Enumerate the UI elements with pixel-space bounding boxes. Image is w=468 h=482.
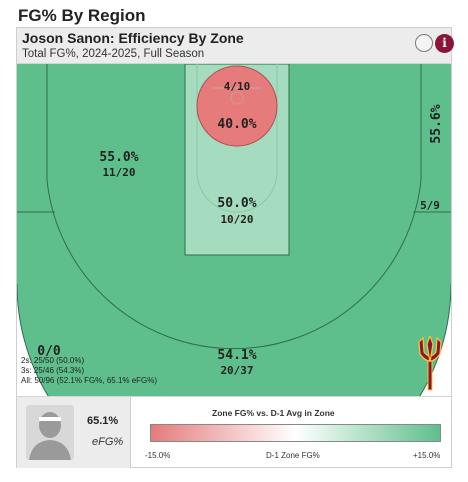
player-panel: 65.1% eFG% [17,397,131,468]
summary-threes: 3s: 25/46 (54.3%) [21,366,85,375]
player-avatar-icon [26,405,74,460]
team-pitchfork-logo-icon [418,336,442,391]
right-midrange-pct: 55.6% [429,104,444,143]
card-subtitle: Total FG%, 2024-2025, Full Season [22,48,205,60]
left-midrange-attempts: 11/20 [102,166,135,179]
card-header: Joson Sanon: Efficiency By Zone Total FG… [17,28,454,64]
legend-min-label: -15.0% [145,451,171,460]
restricted-area-pct: 40.0% [217,117,256,132]
player-efg-value: 65.1% [87,415,119,427]
player-efg-label: eFG% [92,436,124,448]
page-title: FG% By Region [18,6,146,25]
restricted-area-attempts: 4/10 [224,80,251,93]
toggle-circle-button[interactable] [415,34,433,52]
summary-twos: 2s: 25/50 (50.0%) [21,356,85,365]
summary-all: All: 50/96 (52.1% FG%, 65.1% eFG%) [21,376,158,385]
card-title: Joson Sanon: Efficiency By Zone [22,30,244,46]
free-throw-arc [196,171,278,213]
above-break-three-attempts: 20/37 [220,364,253,377]
right-midrange-attempts: 5/9 [420,199,440,212]
corner-three-attempts: 0/0 [37,344,61,359]
shooting-summary: 2s: 25/50 (50.0%) 3s: 25/46 (54.3%) All:… [21,356,157,386]
paint-attempts: 10/20 [220,213,253,226]
bottom-panel: 65.1% eFG% Zone FG% vs. D-1 Avg in Zone … [17,396,451,468]
legend-axis-label: D-1 Zone FG% [266,451,320,460]
shot-chart: 4/10 40.0% 50.0% 10/20 55.0% 11/20 55.6%… [17,64,451,396]
legend-title: Zone FG% vs. D-1 Avg in Zone [212,408,335,418]
zone-restricted-area[interactable] [196,65,278,147]
efficiency-card: Joson Sanon: Efficiency By Zone Total FG… [16,27,454,468]
left-midrange-pct: 55.0% [99,150,138,165]
three-point-arc [46,64,422,350]
above-break-three-pct: 54.1% [217,348,256,363]
legend-max-label: +15.0% [413,451,441,460]
paint-pct: 50.0% [217,196,256,211]
info-icon[interactable]: i [435,34,454,53]
outer-boundary-arc [17,283,451,396]
legend-color-bar [150,424,441,442]
rim [230,91,244,105]
